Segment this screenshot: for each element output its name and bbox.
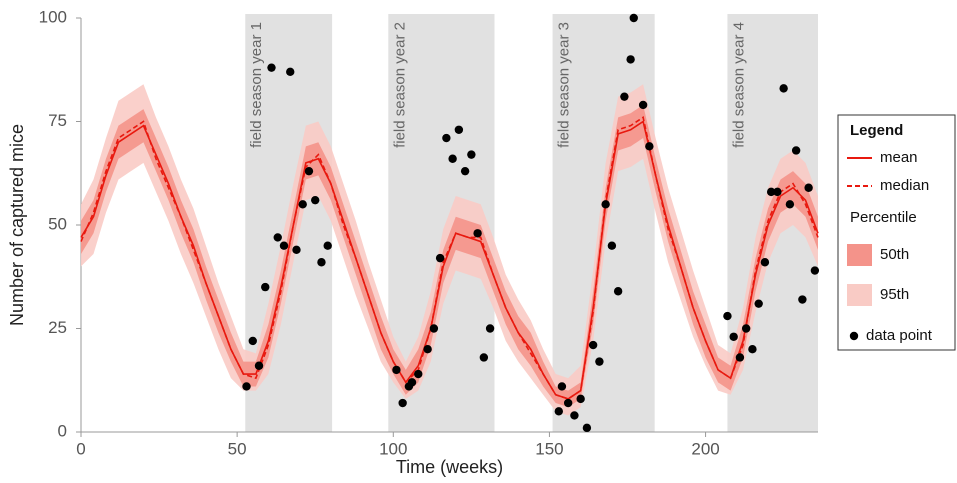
data-point xyxy=(735,353,745,362)
data-point xyxy=(810,266,820,275)
data-point xyxy=(723,311,732,321)
data-point xyxy=(242,382,251,391)
data-point xyxy=(570,411,579,420)
data-point xyxy=(754,299,763,308)
data-point xyxy=(317,258,326,267)
data-point xyxy=(798,295,807,304)
data-point xyxy=(292,245,301,255)
data-point xyxy=(254,361,264,370)
data-point xyxy=(429,324,439,333)
data-point xyxy=(638,100,648,110)
data-point xyxy=(435,253,445,263)
legend-label: 50th xyxy=(880,246,909,263)
data-point xyxy=(595,357,604,366)
data-point xyxy=(791,146,801,155)
x-tick-label: 200 xyxy=(691,439,719,458)
region-label: field season year 4 xyxy=(730,22,747,148)
data-point xyxy=(407,378,417,387)
x-tick-label: 0 xyxy=(76,439,85,458)
y-tick-label: 50 xyxy=(48,214,67,233)
data-point xyxy=(392,365,401,375)
data-point xyxy=(311,195,320,205)
data-point xyxy=(626,55,635,64)
region-label: field season year 3 xyxy=(556,22,573,148)
data-point xyxy=(773,187,782,197)
data-point xyxy=(785,200,795,209)
y-tick-label: 0 xyxy=(58,421,67,440)
legend-subtitle: Percentile xyxy=(850,209,917,226)
data-point xyxy=(454,125,464,134)
legend-marker xyxy=(849,331,859,341)
data-point xyxy=(442,133,451,143)
data-point xyxy=(448,154,457,163)
data-point xyxy=(645,142,654,151)
data-point xyxy=(267,63,276,72)
data-point xyxy=(460,166,470,176)
data-point xyxy=(613,287,623,296)
legend-box xyxy=(837,114,956,351)
legend-label: 95th xyxy=(880,286,909,303)
data-point xyxy=(748,345,757,354)
data-point xyxy=(554,407,564,416)
data-point xyxy=(766,187,776,197)
data-point xyxy=(629,13,638,23)
data-point xyxy=(741,324,751,333)
data-point xyxy=(304,166,314,176)
data-point xyxy=(286,67,295,77)
y-tick-label: 25 xyxy=(48,318,67,337)
data-point xyxy=(473,229,482,238)
x-tick-label: 50 xyxy=(228,439,247,458)
x-axis-label: Time (weeks) xyxy=(396,457,503,477)
data-point xyxy=(398,398,407,408)
legend-label: median xyxy=(880,177,929,194)
data-point xyxy=(273,233,282,242)
data-point xyxy=(479,353,489,362)
y-tick-label: 75 xyxy=(48,111,67,130)
data-point xyxy=(760,258,770,267)
y-axis-label: Number of captured mice xyxy=(7,124,27,326)
data-point xyxy=(729,332,738,341)
data-point xyxy=(467,150,476,159)
region-label: field season year 1 xyxy=(248,22,265,148)
series-line xyxy=(80,116,819,400)
data-point xyxy=(588,340,598,350)
data-point xyxy=(582,423,592,433)
data-point xyxy=(279,241,289,250)
x-tick-label: 100 xyxy=(379,439,407,458)
legend-swatch xyxy=(847,244,872,266)
data-point xyxy=(414,369,423,379)
percentile-band xyxy=(81,104,818,408)
data-point xyxy=(620,92,629,101)
data-point xyxy=(563,398,573,408)
legend-swatch xyxy=(847,284,872,306)
data-point xyxy=(248,336,257,346)
region-label: field season year 2 xyxy=(391,22,408,148)
legend-title: Legend xyxy=(850,122,903,139)
data-point xyxy=(323,241,332,250)
data-point xyxy=(485,324,495,333)
data-point xyxy=(804,183,813,192)
data-point xyxy=(576,394,585,404)
legend-label: mean xyxy=(880,149,918,166)
data-point xyxy=(779,84,788,93)
data-point xyxy=(601,200,610,209)
data-point xyxy=(557,382,567,391)
y-tick-label: 100 xyxy=(39,7,67,26)
x-tick-label: 150 xyxy=(535,439,563,458)
data-point xyxy=(298,200,307,209)
legend-label: data point xyxy=(866,327,933,344)
data-point xyxy=(261,282,270,292)
data-point xyxy=(423,345,432,354)
data-point xyxy=(607,241,617,250)
